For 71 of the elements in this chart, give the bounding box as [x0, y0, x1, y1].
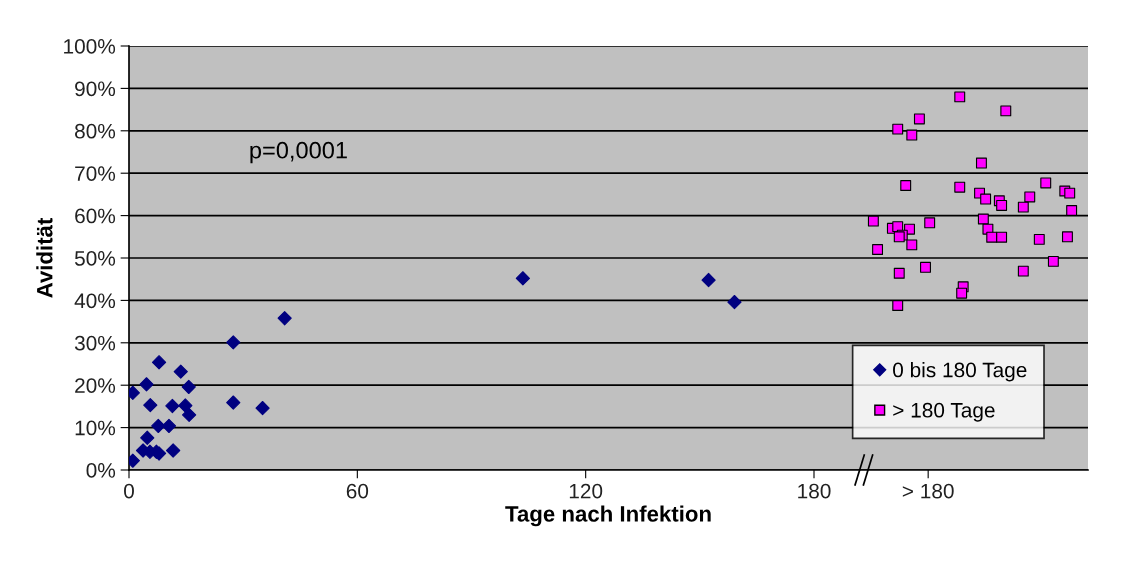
- y-tick-label: 40%: [74, 293, 116, 309]
- point: [906, 239, 918, 251]
- y-tick-label: 10%: [75, 420, 116, 436]
- point: [986, 231, 998, 243]
- point: [1033, 233, 1045, 245]
- point: [900, 180, 912, 191]
- point: [151, 355, 167, 370]
- y-tick-label: 60%: [75, 208, 116, 224]
- y-tick-label: 0%: [86, 463, 116, 478]
- annotation: p=0,0001: [250, 141, 347, 164]
- point: [226, 395, 241, 410]
- point: [1017, 265, 1029, 277]
- x-tick-label: 60: [346, 483, 369, 499]
- point: [1040, 177, 1052, 189]
- point: [166, 443, 181, 458]
- x-axis-title: Tage nach Infektion: [505, 505, 711, 527]
- point: [277, 311, 292, 326]
- point: [892, 300, 904, 311]
- point: [1024, 191, 1036, 203]
- legend-label: 0 bis 180 Tage: [893, 362, 1027, 382]
- point: [920, 261, 931, 273]
- y-tick-label: 30%: [74, 335, 116, 351]
- point: [867, 215, 879, 227]
- point: [161, 418, 177, 434]
- point: [906, 129, 918, 141]
- point: [143, 397, 158, 413]
- point: [1066, 205, 1078, 216]
- point: [954, 91, 966, 103]
- y-tick-label: 20%: [75, 378, 116, 393]
- point: [980, 193, 992, 205]
- point: [1017, 201, 1029, 213]
- point: [255, 400, 270, 416]
- point: [1047, 255, 1059, 267]
- point: [181, 379, 196, 395]
- point: [515, 271, 531, 286]
- point: [139, 377, 154, 392]
- point: [727, 294, 742, 310]
- point: [173, 364, 188, 379]
- point: [892, 221, 904, 233]
- point: [1061, 231, 1073, 243]
- point: [977, 213, 989, 225]
- point: [954, 181, 966, 193]
- point: [924, 217, 936, 229]
- point: [181, 407, 197, 423]
- point: [975, 157, 987, 169]
- y-tick-label: 90%: [75, 81, 116, 97]
- x-tick-label: 180: [798, 483, 831, 499]
- y-tick-label: 80%: [75, 123, 116, 139]
- point: [226, 335, 241, 350]
- y-tick-label: 70%: [75, 166, 116, 181]
- y-tick-label: 50%: [74, 251, 116, 266]
- point: [996, 231, 1008, 243]
- x-tick-label: 0: [124, 483, 134, 499]
- point: [1064, 187, 1076, 199]
- point: [151, 418, 166, 434]
- point: [701, 272, 716, 288]
- point: [996, 199, 1008, 211]
- y-tick-label: 100%: [64, 39, 116, 54]
- point: [956, 287, 968, 299]
- legend-label: > 180 Tage: [893, 402, 995, 422]
- point: [893, 267, 905, 279]
- point: [140, 430, 155, 445]
- point: [1000, 105, 1012, 117]
- x-tick-label: > 180: [902, 483, 954, 499]
- point: [872, 244, 884, 255]
- y-axis-title: Avidität: [36, 217, 53, 298]
- point: [913, 113, 925, 125]
- point: [165, 398, 180, 414]
- point: [178, 398, 193, 413]
- x-tick-label: 120: [569, 483, 603, 499]
- point: [892, 123, 904, 135]
